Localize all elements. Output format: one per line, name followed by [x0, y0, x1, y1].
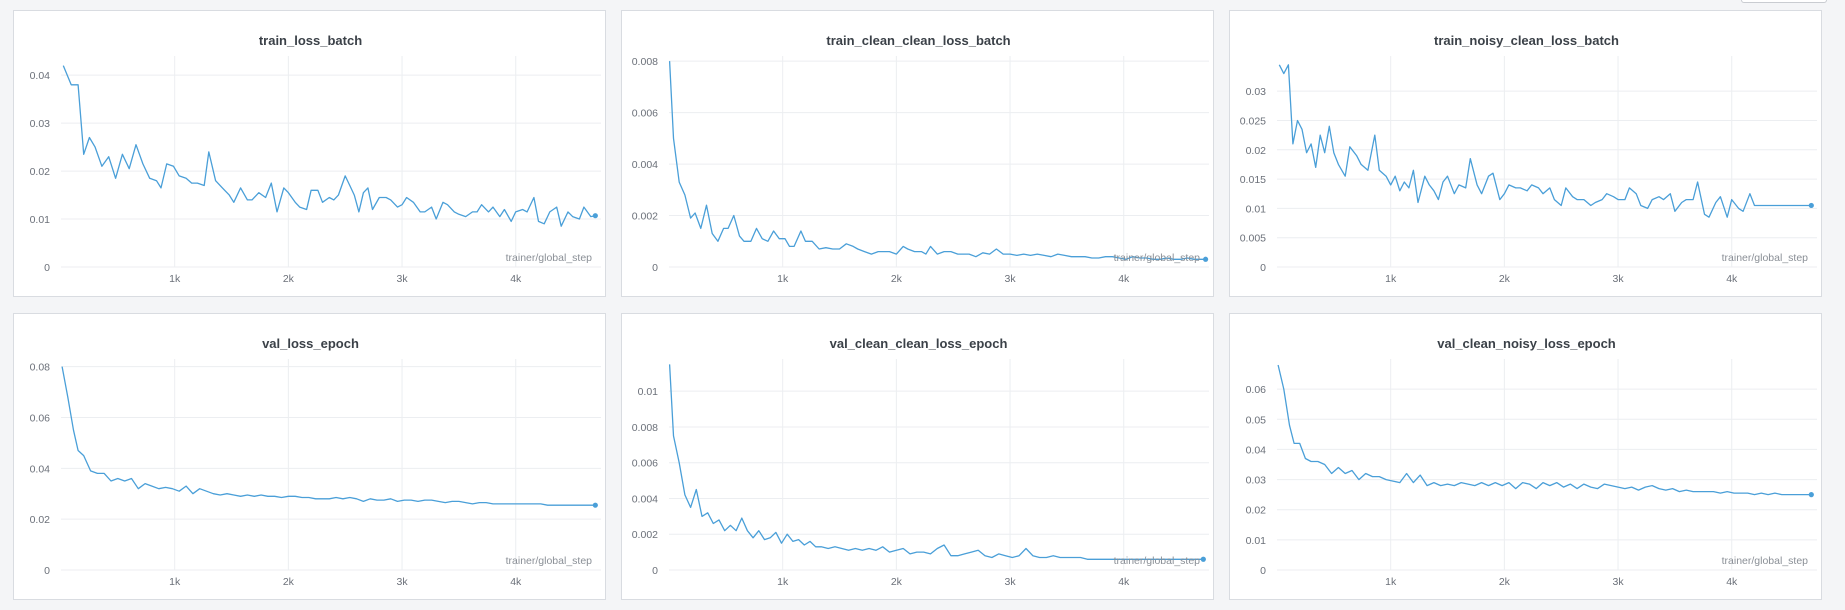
- y-tick-label: 0.01: [30, 214, 51, 226]
- series-end-point[interactable]: [1808, 202, 1814, 209]
- y-tick-label: 0.004: [632, 159, 658, 171]
- y-tick-label: 0.01: [1246, 203, 1267, 215]
- series-line[interactable]: [1277, 364, 1812, 496]
- chart-title: val_clean_noisy_loss_epoch: [1437, 336, 1616, 351]
- panel-train-loss-batch: train_loss_batch 0 0.01 0.02 0.03 0.04 1k 2k 3k 4…: [13, 10, 606, 297]
- y-tick-label: 0.08: [30, 362, 51, 374]
- x-tick-label: 2k: [891, 273, 903, 285]
- series-line[interactable]: [61, 366, 596, 506]
- y-tick-label: 0.04: [1246, 444, 1267, 456]
- chart-title: val_clean_clean_loss_epoch: [830, 336, 1008, 351]
- series-end-point[interactable]: [592, 502, 598, 508]
- x-tick-label: 4k: [510, 576, 522, 588]
- y-tick-label: 0.025: [1240, 115, 1266, 127]
- corner-control[interactable]: [1741, 0, 1827, 3]
- y-tick-label: 0.02: [30, 514, 51, 526]
- y-tick-label: 0.05: [1246, 414, 1267, 426]
- x-tick-label: 1k: [1385, 273, 1397, 285]
- x-tick-label: 4k: [1726, 576, 1738, 588]
- series-line[interactable]: [62, 65, 596, 227]
- panel-val-loss-epoch: val_loss_epoch 0 0.02 0.04 0.06 0.08 1k 2k 3k 4k t…: [13, 313, 606, 600]
- x-tick-label: 3k: [397, 576, 409, 588]
- chart-title: val_loss_epoch: [262, 336, 359, 351]
- x-tick-label: 4k: [1118, 273, 1130, 285]
- y-tick-label: 0.02: [30, 166, 51, 178]
- chart-title: train_clean_clean_loss_batch: [826, 33, 1010, 48]
- x-tick-label: 1k: [777, 576, 789, 588]
- series-end-point[interactable]: [592, 213, 598, 219]
- y-tick-label: 0: [652, 565, 658, 577]
- x-axis-title: trainer/global_step: [1114, 555, 1201, 567]
- x-tick-label: 3k: [1613, 576, 1625, 588]
- y-tick-label: 0.006: [632, 458, 658, 470]
- x-tick-label: 1k: [169, 576, 181, 588]
- x-tick-label: 3k: [397, 273, 409, 285]
- x-tick-label: 2k: [891, 576, 903, 588]
- chart-title: train_loss_batch: [259, 33, 362, 48]
- chart-svg: val_loss_epoch 0 0.02 0.04 0.06 0.08 1k 2k 3k 4k t…: [30, 336, 601, 588]
- x-tick-label: 4k: [1118, 576, 1130, 588]
- x-tick-label: 4k: [510, 273, 522, 285]
- y-tick-label: 0.04: [30, 463, 51, 475]
- x-tick-label: 2k: [1499, 576, 1511, 588]
- x-tick-label: 3k: [1005, 576, 1017, 588]
- y-tick-label: 0.04: [30, 70, 51, 82]
- x-tick-label: 1k: [777, 273, 789, 285]
- y-tick-label: 0.008: [632, 422, 658, 434]
- x-tick-label: 4k: [1726, 273, 1738, 285]
- y-tick-label: 0.01: [638, 386, 659, 398]
- y-tick-label: 0: [1260, 565, 1266, 577]
- y-tick-label: 0.03: [1246, 475, 1267, 487]
- y-tick-label: 0: [44, 262, 50, 274]
- panel-val-clean-noisy-loss-epoch: val_clean_noisy_loss_epoch 0 0.01 0.02 0.03 0…: [1229, 313, 1822, 600]
- series-end-point[interactable]: [1200, 556, 1206, 562]
- x-axis-title: trainer/global_step: [1114, 252, 1201, 264]
- y-tick-label: 0.008: [632, 56, 658, 68]
- series-line[interactable]: [668, 61, 1206, 260]
- x-tick-label: 2k: [283, 273, 295, 285]
- series-line[interactable]: [1278, 64, 1812, 218]
- y-tick-label: 0.03: [30, 118, 51, 130]
- x-tick-label: 2k: [283, 576, 295, 588]
- y-tick-label: 0.02: [1246, 505, 1267, 517]
- panel-val-clean-clean-loss-epoch: val_clean_clean_loss_epoch 0 0.002 0.004 0.0…: [621, 313, 1214, 600]
- x-tick-label: 2k: [1499, 273, 1511, 285]
- chart-svg: train_noisy_clean_loss_batch 0 0.005 0.01 0.…: [1240, 33, 1817, 285]
- chart-svg: train_loss_batch 0 0.01 0.02 0.03 0.04 1k 2k 3k 4…: [30, 33, 601, 285]
- y-tick-label: 0.002: [632, 529, 658, 541]
- chart-title: train_noisy_clean_loss_batch: [1434, 33, 1619, 48]
- x-axis-title: trainer/global_step: [1722, 252, 1809, 264]
- y-tick-label: 0.005: [1240, 233, 1266, 245]
- chart-svg: val_clean_clean_loss_epoch 0 0.002 0.004 0.0…: [632, 336, 1209, 588]
- y-tick-label: 0: [44, 565, 50, 577]
- x-tick-label: 1k: [1385, 576, 1397, 588]
- panel-train-noisy-clean-loss-batch: train_noisy_clean_loss_batch 0 0.005 0.01 0.…: [1229, 10, 1822, 297]
- y-tick-label: 0: [1260, 262, 1266, 274]
- y-tick-label: 0.015: [1240, 174, 1266, 186]
- y-tick-label: 0.01: [1246, 535, 1267, 547]
- x-tick-label: 3k: [1005, 273, 1017, 285]
- series-end-point[interactable]: [1202, 256, 1209, 262]
- panel-train-clean-clean-loss-batch: train_clean_clean_loss_batch 0 0.002 0.004 0…: [621, 10, 1214, 297]
- x-axis-title: trainer/global_step: [506, 555, 593, 567]
- x-tick-label: 3k: [1613, 273, 1625, 285]
- y-tick-label: 0.06: [1246, 384, 1267, 396]
- chart-svg: train_clean_clean_loss_batch 0 0.002 0.004 0…: [632, 33, 1209, 285]
- y-tick-label: 0.02: [1246, 145, 1267, 157]
- x-axis-title: trainer/global_step: [1722, 555, 1809, 567]
- x-tick-label: 1k: [169, 273, 181, 285]
- series-end-point[interactable]: [1808, 492, 1814, 498]
- y-tick-label: 0.03: [1246, 86, 1267, 98]
- chart-svg: val_clean_noisy_loss_epoch 0 0.01 0.02 0.03 0…: [1246, 336, 1817, 588]
- y-tick-label: 0.006: [632, 108, 658, 120]
- x-axis-title: trainer/global_step: [506, 252, 593, 264]
- y-tick-label: 0.004: [632, 493, 658, 505]
- series-line[interactable]: [668, 364, 1204, 560]
- y-tick-label: 0.06: [30, 412, 51, 424]
- y-tick-label: 0: [652, 262, 658, 274]
- y-tick-label: 0.002: [632, 211, 658, 223]
